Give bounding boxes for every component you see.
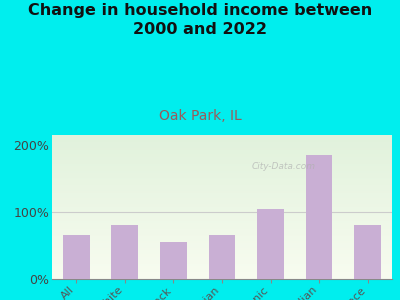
Text: Oak Park, IL: Oak Park, IL <box>159 110 241 124</box>
Bar <box>63 236 90 279</box>
Bar <box>112 225 138 279</box>
Text: Change in household income between
2000 and 2022: Change in household income between 2000 … <box>28 3 372 37</box>
Text: City-Data.com: City-Data.com <box>251 162 315 171</box>
Bar <box>306 155 332 279</box>
Bar <box>354 225 381 279</box>
Bar <box>257 209 284 279</box>
Bar <box>160 242 187 279</box>
Bar <box>209 236 235 279</box>
